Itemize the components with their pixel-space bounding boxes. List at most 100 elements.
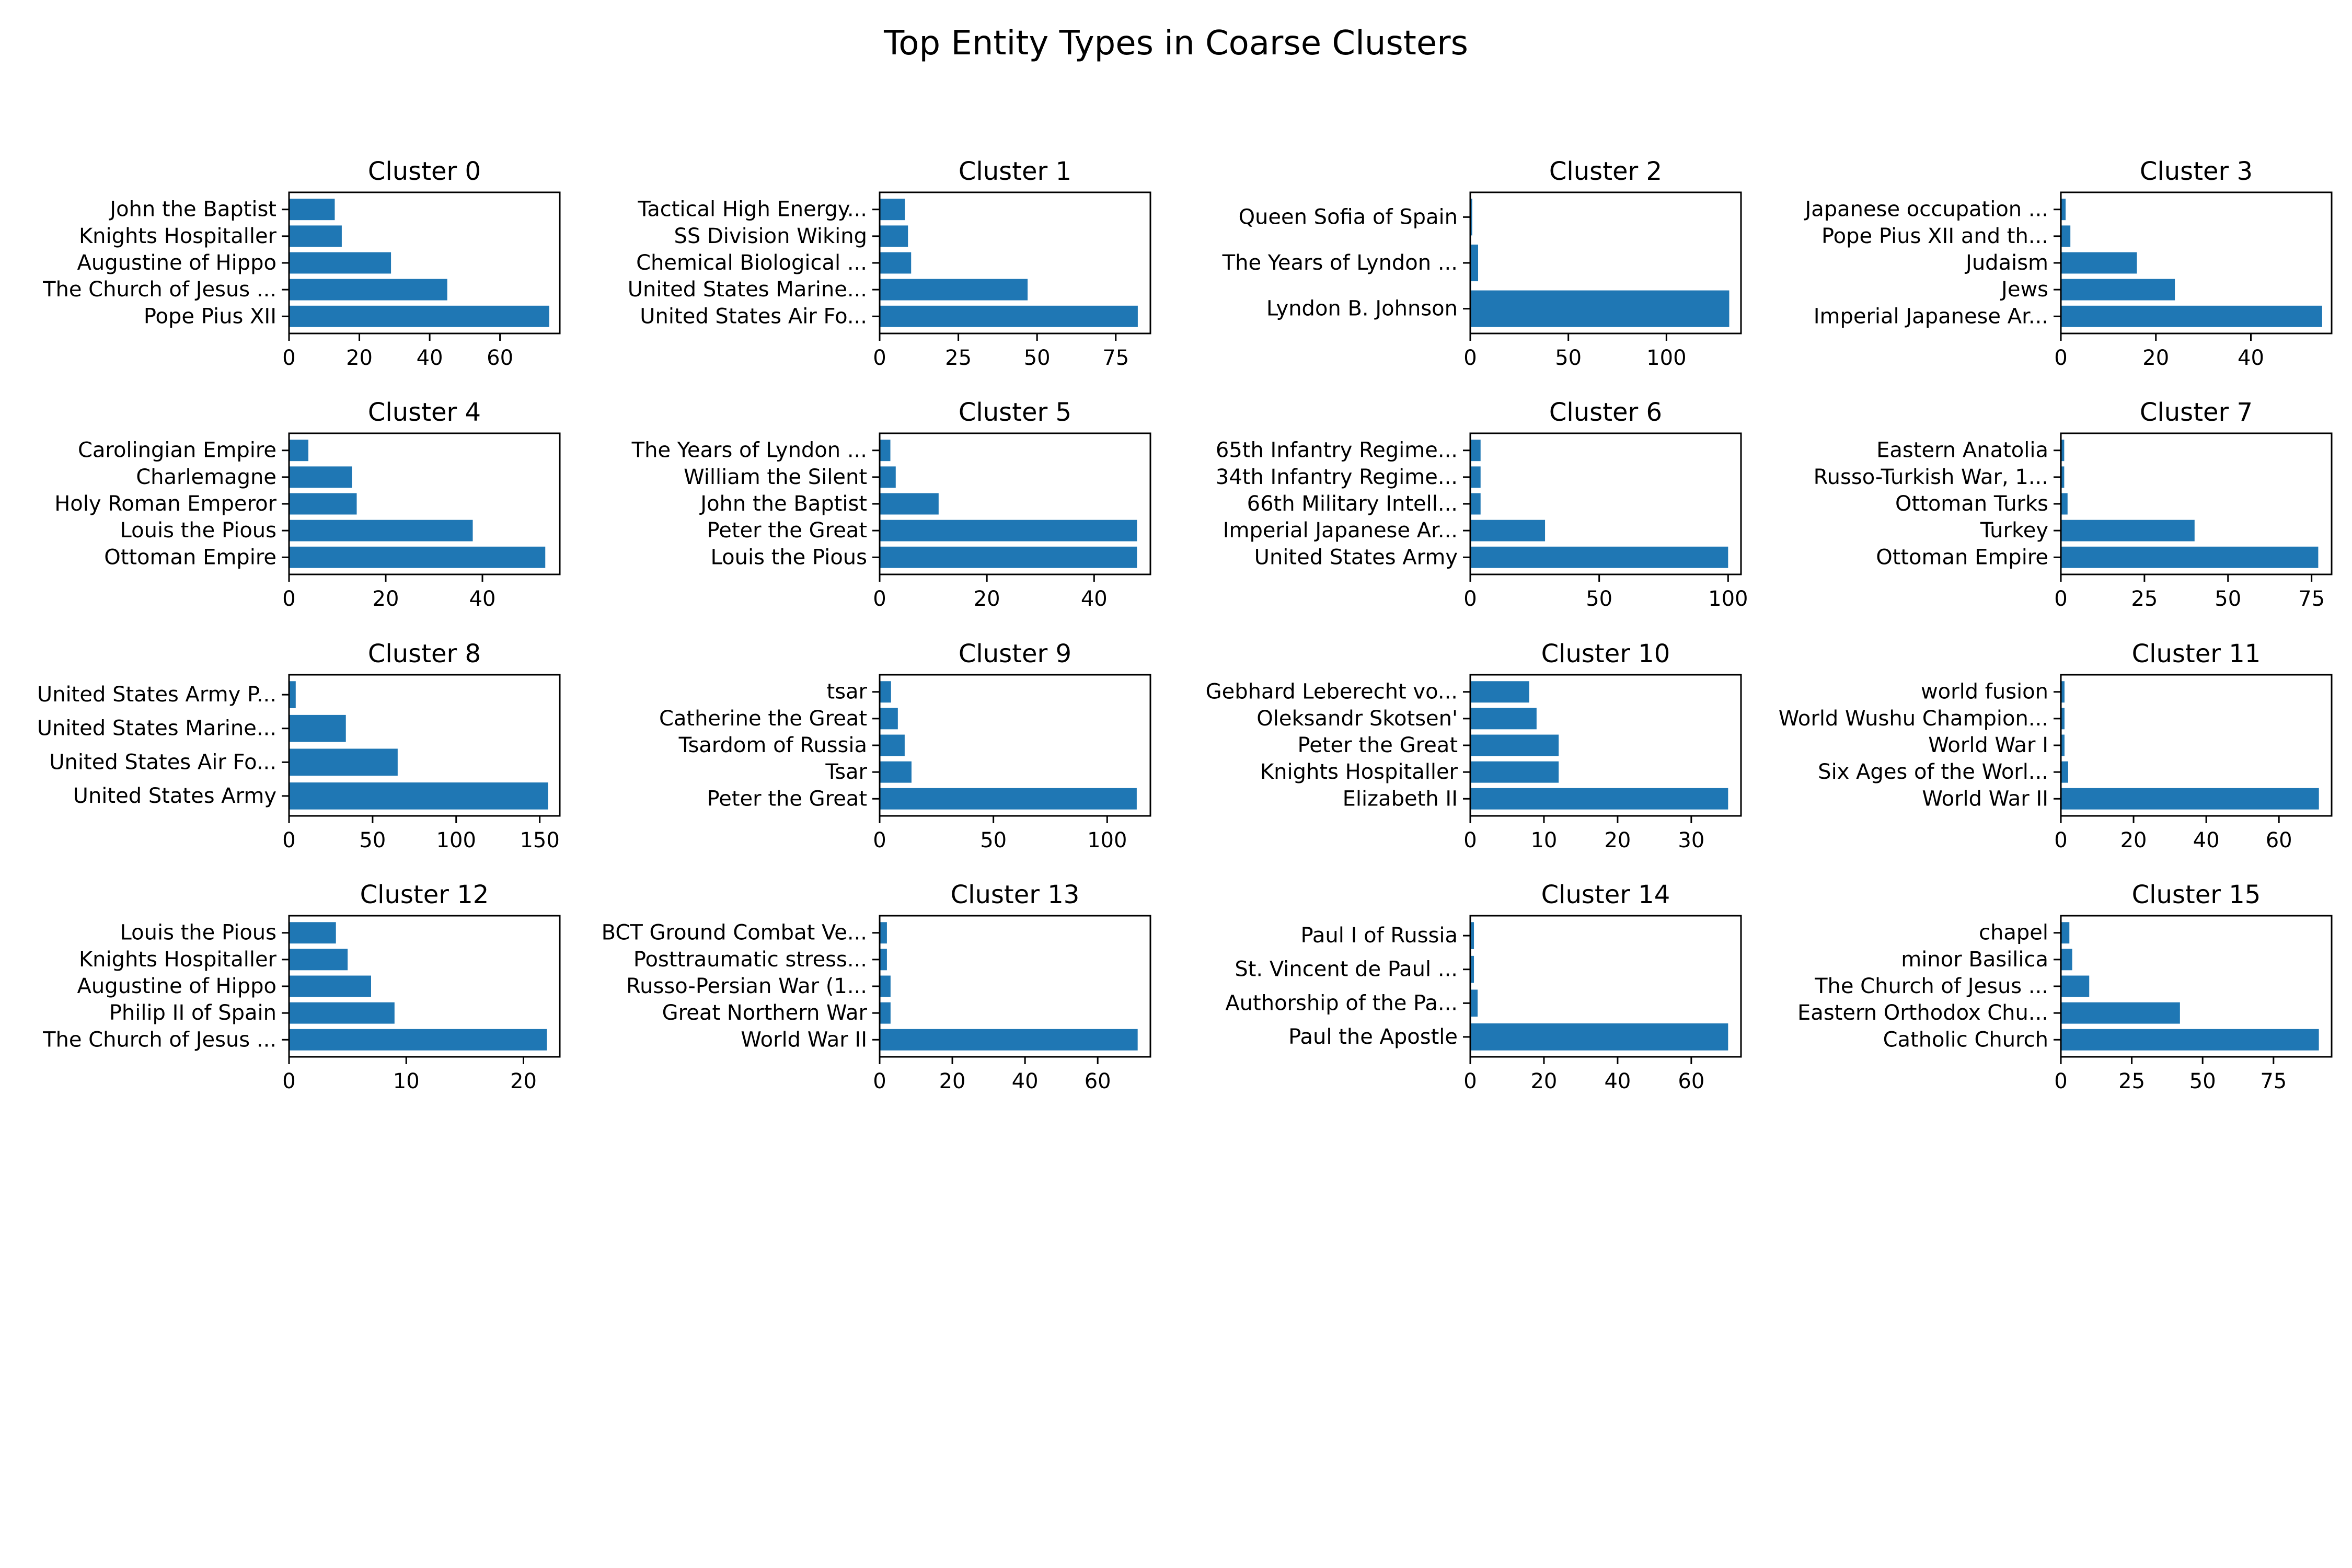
bar <box>2061 466 2065 488</box>
category-label: 65th Infantry Regime... <box>1216 439 1458 463</box>
bar <box>880 493 939 515</box>
category-label: World War II <box>741 1028 867 1052</box>
panel-title: Cluster 1 <box>959 157 1071 186</box>
x-tick-label: 60 <box>1085 1069 1111 1093</box>
category-label: Jews <box>2000 278 2048 302</box>
bar <box>1470 546 1728 568</box>
category-label: Holy Roman Emperor <box>54 492 276 516</box>
bar <box>289 782 548 810</box>
category-label: United States Air Fo... <box>49 750 276 774</box>
category-label: Paul the Apostle <box>1288 1025 1458 1049</box>
bar <box>289 1029 547 1051</box>
category-label: Ottoman Turks <box>1895 492 2048 516</box>
x-tick-label: 0 <box>873 587 886 611</box>
category-label: BCT Ground Combat Ve... <box>602 921 867 945</box>
bar <box>880 305 1138 327</box>
x-tick-label: 30 <box>1678 828 1704 852</box>
category-label: Peter the Great <box>707 518 867 543</box>
axes-frame <box>2060 191 2333 335</box>
axes-frame <box>1469 915 1742 1058</box>
bar <box>289 466 352 488</box>
category-label: Turkey <box>1980 518 2048 543</box>
category-label: John the Baptist <box>699 492 867 516</box>
bar <box>289 714 346 742</box>
figure-title: Top Entity Types in Coarse Clusters <box>883 24 1468 63</box>
x-tick-label: 0 <box>282 1069 295 1093</box>
bar <box>880 466 896 488</box>
x-tick-label: 50 <box>1024 346 1051 370</box>
category-label: 34th Infantry Regime... <box>1216 465 1458 489</box>
bar <box>289 922 336 944</box>
category-label: Russo-Turkish War, 1... <box>1814 465 2048 489</box>
category-label: United States Air Fo... <box>640 304 867 328</box>
bar <box>880 546 1137 568</box>
axes-frame <box>288 432 561 575</box>
bar <box>880 225 908 247</box>
x-tick-label: 20 <box>2120 828 2147 852</box>
category-label: Pope Pius XII and th... <box>1821 224 2048 248</box>
x-tick-label: 0 <box>2054 346 2067 370</box>
category-label: Louis the Pious <box>120 921 276 945</box>
category-label: The Church of Jesus ... <box>1814 974 2048 998</box>
x-tick-label: 100 <box>436 828 476 852</box>
x-tick-label: 50 <box>2189 1069 2216 1093</box>
bar <box>2061 546 2319 568</box>
chart-panel-11: Cluster 11 world fusion World Wushu Champi… <box>1779 639 2333 852</box>
x-tick-label: 40 <box>2238 346 2264 370</box>
x-tick-label: 10 <box>1530 828 1557 852</box>
bar <box>1470 244 1479 282</box>
x-tick-label: 0 <box>282 587 295 611</box>
bar <box>1470 1023 1728 1051</box>
x-tick-label: 75 <box>2260 1069 2287 1093</box>
category-label: Catholic Church <box>1883 1028 2048 1052</box>
x-tick-label: 0 <box>2054 587 2067 611</box>
bar <box>880 440 891 462</box>
bar <box>2061 225 2071 247</box>
axes-frame <box>879 191 1151 335</box>
panel-title: Cluster 4 <box>368 398 481 427</box>
bar <box>1470 734 1559 756</box>
x-tick-label: 0 <box>2054 1069 2067 1093</box>
panel-title: Cluster 13 <box>951 880 1080 909</box>
x-tick-label: 75 <box>2298 587 2325 611</box>
chart-panel-14: Cluster 14 Paul I of Russia St. Vincent de… <box>1225 880 1742 1093</box>
category-label: Ottoman Empire <box>1876 545 2048 569</box>
x-tick-label: 60 <box>487 346 513 370</box>
bar <box>289 252 391 274</box>
category-label: Gebhard Leberecht vo... <box>1206 680 1458 704</box>
bar <box>2061 252 2137 274</box>
bar <box>880 1002 891 1024</box>
panel-title: Cluster 3 <box>2140 157 2253 186</box>
category-label: Philip II of Spain <box>109 1001 276 1025</box>
axes-frame <box>2060 674 2333 817</box>
category-label: Peter the Great <box>1298 733 1458 757</box>
chart-panel-10: Cluster 10 Gebhard Leberecht vo... Oleksan… <box>1206 639 1742 852</box>
x-tick-label: 0 <box>1463 828 1477 852</box>
category-label: United States Army <box>1254 545 1458 569</box>
chart-panel-6: Cluster 6 65th Infantry Regime...34th Inf… <box>1216 398 1748 611</box>
x-tick-label: 25 <box>2131 587 2158 611</box>
category-label: Tsardom of Russia <box>678 733 867 757</box>
bar <box>880 788 1137 810</box>
panel-title: Cluster 10 <box>1541 639 1670 668</box>
bar <box>289 681 296 708</box>
category-label: Judaism <box>1964 251 2048 275</box>
category-label: Authorship of the Pa... <box>1225 991 1458 1015</box>
category-label: The Years of Lyndon ... <box>631 439 867 463</box>
bar <box>289 949 348 971</box>
category-label: The Church of Jesus ... <box>42 278 276 302</box>
bar <box>2061 681 2065 703</box>
axes-frame <box>288 915 561 1058</box>
panel-title: Cluster 7 <box>2140 398 2253 427</box>
bar <box>1470 290 1730 327</box>
bar <box>1470 440 1481 462</box>
axes-frame <box>879 432 1151 575</box>
axes-frame <box>2060 432 2333 575</box>
bar <box>880 520 1137 541</box>
bar <box>289 975 371 997</box>
x-tick-label: 20 <box>1604 828 1631 852</box>
